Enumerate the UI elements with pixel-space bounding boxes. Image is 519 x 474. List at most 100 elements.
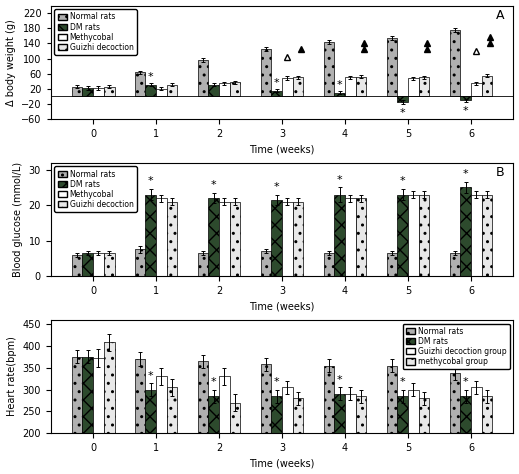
Bar	[398, 396, 408, 474]
Text: B: B	[496, 166, 504, 179]
Text: *: *	[400, 108, 405, 118]
Bar	[482, 396, 493, 474]
Legend: Normal rats, DM rats, Methycobal, Guizhi decoction: Normal rats, DM rats, Methycobal, Guizhi…	[54, 9, 136, 55]
Bar	[356, 198, 366, 276]
Bar	[134, 359, 145, 474]
Bar	[156, 89, 167, 96]
Bar	[460, 187, 471, 276]
Text: *: *	[148, 176, 154, 186]
Bar	[345, 198, 356, 276]
Bar	[93, 358, 104, 474]
Bar	[72, 87, 83, 96]
Bar	[167, 387, 177, 474]
Bar	[271, 91, 282, 96]
Bar	[356, 396, 366, 474]
Bar	[419, 194, 429, 276]
Legend: Normal rats, DM rats, Methycobal, Guizhi decoction: Normal rats, DM rats, Methycobal, Guizhi…	[54, 166, 136, 212]
Bar	[145, 85, 156, 96]
Bar	[134, 249, 145, 276]
Bar	[345, 394, 356, 474]
Text: *: *	[463, 106, 469, 116]
Bar	[208, 85, 219, 96]
Bar	[83, 357, 93, 474]
Text: *: *	[337, 80, 343, 90]
Bar	[167, 85, 177, 96]
Bar	[293, 398, 304, 474]
Bar	[219, 376, 230, 474]
Bar	[156, 376, 167, 474]
Text: *: *	[274, 377, 280, 387]
Text: *: *	[337, 174, 343, 184]
Bar	[219, 201, 230, 276]
X-axis label: Time (weeks): Time (weeks)	[249, 144, 315, 155]
Bar	[449, 253, 460, 276]
Bar	[104, 87, 115, 96]
Bar	[449, 374, 460, 474]
Bar	[334, 92, 345, 96]
Bar	[83, 88, 93, 96]
Bar	[83, 253, 93, 276]
Bar	[408, 390, 419, 474]
Bar	[282, 201, 293, 276]
Bar	[93, 253, 104, 276]
Bar	[449, 30, 460, 96]
Bar	[271, 396, 282, 474]
Bar	[482, 75, 493, 96]
Bar	[230, 82, 240, 96]
Text: *: *	[337, 375, 343, 385]
Bar	[145, 390, 156, 474]
Text: *: *	[211, 377, 216, 387]
Bar	[408, 78, 419, 96]
Bar	[271, 200, 282, 276]
Bar	[261, 251, 271, 276]
Bar	[408, 194, 419, 276]
Bar	[471, 83, 482, 96]
Bar	[460, 396, 471, 474]
Bar	[419, 77, 429, 96]
Bar	[293, 201, 304, 276]
Bar	[72, 357, 83, 474]
Bar	[198, 361, 208, 474]
X-axis label: Time (weeks): Time (weeks)	[249, 458, 315, 468]
Bar	[156, 198, 167, 276]
Bar	[219, 83, 230, 96]
Bar	[93, 88, 104, 96]
Y-axis label: Δ body weight (g): Δ body weight (g)	[6, 19, 16, 106]
Bar	[104, 342, 115, 474]
Bar	[471, 194, 482, 276]
Text: *: *	[463, 377, 469, 387]
Text: A: A	[496, 9, 504, 22]
Bar	[387, 365, 398, 474]
Bar	[419, 398, 429, 474]
Bar	[387, 253, 398, 276]
Bar	[104, 253, 115, 276]
Bar	[282, 387, 293, 474]
Text: C: C	[496, 323, 504, 336]
Text: *: *	[148, 72, 154, 82]
Text: *: *	[400, 176, 405, 186]
Bar	[198, 60, 208, 96]
Bar	[398, 194, 408, 276]
Bar	[261, 364, 271, 474]
Bar	[324, 365, 334, 474]
Bar	[471, 387, 482, 474]
Bar	[482, 194, 493, 276]
Bar	[387, 38, 398, 96]
Bar	[324, 253, 334, 276]
Bar	[356, 77, 366, 96]
Bar	[334, 194, 345, 276]
Y-axis label: Heart rate(bpm): Heart rate(bpm)	[7, 337, 17, 416]
Bar	[167, 201, 177, 276]
Bar	[230, 201, 240, 276]
Text: *: *	[400, 377, 405, 387]
Bar	[293, 77, 304, 96]
Text: *: *	[211, 180, 216, 190]
Bar	[208, 198, 219, 276]
Bar	[145, 194, 156, 276]
Bar	[208, 396, 219, 474]
Bar	[398, 96, 408, 102]
Bar	[72, 255, 83, 276]
Bar	[324, 42, 334, 96]
Bar	[334, 394, 345, 474]
Bar	[261, 49, 271, 96]
